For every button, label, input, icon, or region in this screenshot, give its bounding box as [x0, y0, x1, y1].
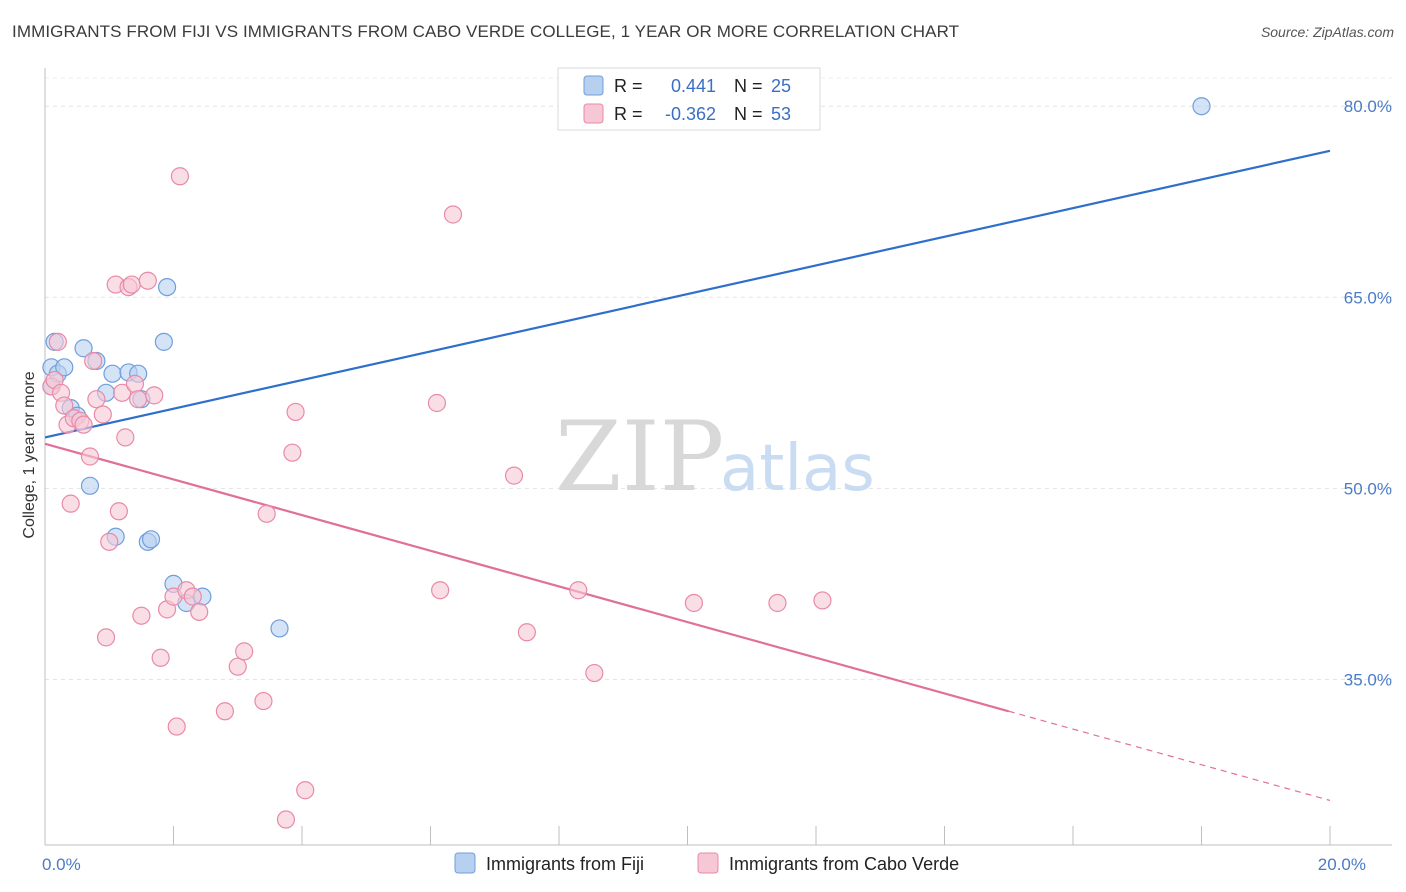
- cabo-verde-point: [276, 810, 296, 829]
- cabo-verde-point: [286, 402, 305, 422]
- cabo-verde-point: [138, 271, 157, 290]
- grid-lines: [45, 77, 1392, 680]
- cabo-verde-point: [170, 167, 190, 186]
- cabo-verde-point: [183, 587, 202, 606]
- cabo-verde-point: [215, 702, 234, 721]
- fiji-point: [55, 358, 74, 377]
- legend-n-value-cabo-verde: 53: [771, 104, 791, 124]
- cabo-verde-point: [55, 396, 74, 415]
- x-tick-label: 20.0%: [1318, 855, 1366, 874]
- legend-swatch-cabo-verde: [583, 103, 604, 124]
- cabo-verde-point: [87, 390, 106, 409]
- cabo-verde-point: [132, 606, 151, 625]
- trend-lines: [44, 149, 1331, 801]
- fiji-point: [157, 277, 177, 297]
- fiji-point: [270, 619, 289, 638]
- cabo-verde-point: [296, 781, 315, 800]
- cabo-verde-point: [443, 205, 463, 224]
- y-tick-label: 80.0%: [1344, 97, 1392, 116]
- bottom-legend: Immigrants from Fiji Immigrants from Cab…: [454, 852, 959, 874]
- fiji-point: [1192, 97, 1211, 116]
- y-tick-label: 65.0%: [1344, 288, 1392, 307]
- cabo-verde-point: [167, 717, 186, 736]
- fiji-point: [74, 339, 93, 358]
- cabo-verde-point: [100, 532, 119, 551]
- cabo-verde-point: [257, 504, 276, 523]
- bottom-legend-swatch-cabo-verde: [697, 852, 719, 874]
- cabo-verde-trend-line: [44, 442, 1010, 713]
- cabo-verde-point: [431, 581, 450, 600]
- legend-n-value-fiji: 25: [771, 76, 791, 96]
- cabo-verde-point: [684, 593, 704, 613]
- data-points: [42, 97, 1211, 829]
- cabo-verde-point: [109, 502, 128, 521]
- legend-n-label-fiji: N =: [734, 76, 763, 96]
- bottom-legend-swatch-fiji: [454, 852, 476, 874]
- watermark-zip: ZIP: [555, 401, 724, 513]
- cabo-verde-point: [93, 405, 112, 424]
- cabo-verde-point: [427, 393, 447, 413]
- cabo-verde-point: [112, 383, 132, 402]
- cabo-verde-point: [254, 691, 273, 711]
- y-axis-label: College, 1 year or more: [21, 371, 38, 538]
- cabo-verde-point: [125, 374, 145, 393]
- y-tick-label: 50.0%: [1344, 479, 1392, 498]
- axes: 35.0% 50.0% 65.0% 80.0% 0.0% 20.0%: [42, 68, 1392, 874]
- cabo-verde-point: [151, 648, 170, 667]
- x-tick-label: 0.0%: [42, 855, 81, 874]
- cabo-verde-point: [190, 602, 209, 622]
- chart-title: IMMIGRANTS FROM FIJI VS IMMIGRANTS FROM …: [12, 22, 960, 41]
- fiji-point: [80, 476, 100, 495]
- cabo-verde-point: [129, 390, 148, 409]
- cabo-verde-point: [48, 332, 67, 351]
- bottom-legend-label-cabo-verde: Immigrants from Cabo Verde: [729, 854, 959, 874]
- cabo-verde-point: [585, 663, 604, 683]
- watermark-atlas: atlas: [720, 432, 875, 506]
- cabo-verde-point: [813, 591, 832, 610]
- cabo-verde-point: [768, 593, 787, 613]
- cabo-verde-point: [80, 447, 100, 466]
- cabo-verde-point: [517, 623, 536, 642]
- y-tick-label: 35.0%: [1344, 670, 1392, 689]
- cabo-verde-point: [61, 494, 80, 513]
- cabo-verde-point: [228, 657, 247, 676]
- cabo-verde-point: [84, 351, 103, 371]
- cabo-verde-point: [116, 428, 135, 447]
- cabo-verde-point: [145, 386, 164, 405]
- legend-r-value-cabo-verde: -0.362: [665, 104, 716, 124]
- legend-r-label-cabo-verde: R =: [614, 104, 643, 124]
- cabo-verde-point: [122, 275, 141, 294]
- cabo-verde-point: [283, 443, 302, 462]
- legend-r-value-fiji: 0.441: [671, 76, 716, 96]
- legend-n-label-cabo-verde: N =: [734, 104, 763, 124]
- source-credit: Source: ZipAtlas.com: [1260, 24, 1394, 40]
- legend-r-label-fiji: R =: [614, 76, 643, 96]
- fiji-point: [141, 530, 161, 549]
- cabo-verde-point: [569, 581, 588, 600]
- bottom-legend-label-fiji: Immigrants from Fiji: [486, 854, 644, 874]
- watermark: ZIP atlas: [555, 401, 875, 513]
- top-legend: R = 0.441 N = 25 R = -0.362 N = 53: [557, 67, 821, 131]
- fiji-point: [103, 364, 122, 383]
- cabo-verde-point: [96, 628, 116, 647]
- fiji-point: [154, 332, 173, 351]
- legend-swatch-fiji: [583, 75, 604, 96]
- cabo-verde-point: [504, 466, 524, 485]
- cabo-verde-point: [74, 415, 93, 434]
- cabo-verde-point: [235, 642, 254, 661]
- cabo-verde-trend-line-extension: [1008, 710, 1331, 801]
- fiji-trend-line: [44, 149, 1331, 439]
